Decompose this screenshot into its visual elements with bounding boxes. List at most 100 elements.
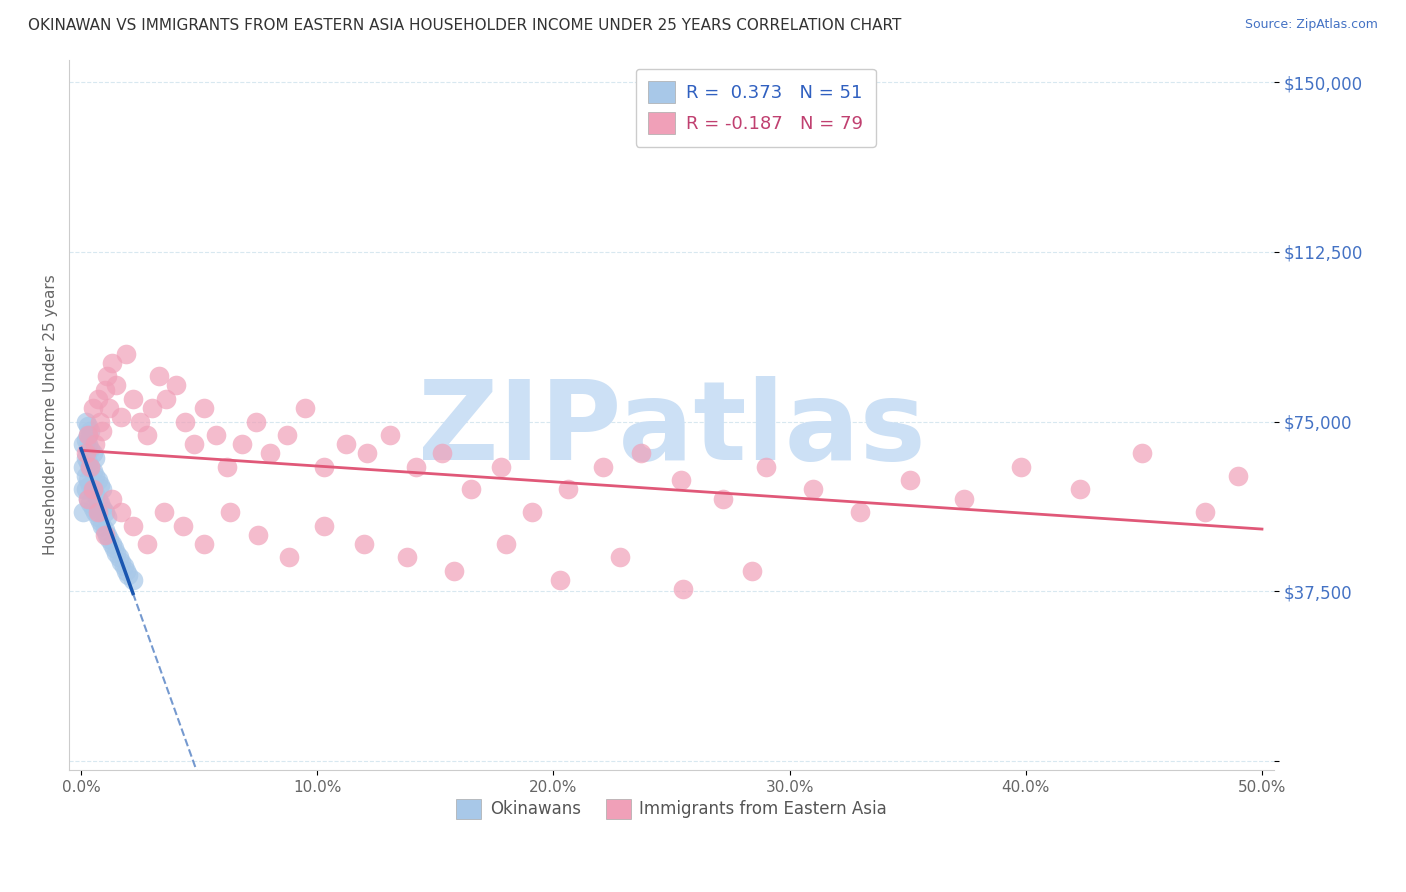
Point (84, 450, 107, 465)
Point (89, 478, 111, 492)
Point (91, 483, 114, 497)
Point (82, 500, 104, 515)
Point (82, 483, 104, 497)
Point (172, 518, 194, 533)
Point (82, 401, 104, 415)
Point (741, 564, 763, 578)
Point (77, 437, 100, 451)
Point (294, 401, 316, 415)
Point (713, 491, 735, 506)
Point (77, 428, 100, 442)
Point (79, 459, 101, 474)
Point (460, 483, 482, 497)
Text: Source: ZipAtlas.com: Source: ZipAtlas.com (1244, 18, 1378, 31)
Point (443, 564, 465, 578)
Point (105, 546, 128, 560)
Point (98, 533, 121, 547)
Point (801, 483, 824, 497)
Point (108, 550, 131, 565)
Point (89, 496, 111, 510)
Point (672, 582, 695, 596)
Point (231, 437, 253, 451)
Point (89, 514, 111, 528)
Point (105, 378, 128, 392)
Point (91, 500, 114, 515)
Legend: Okinawans, Immigrants from Eastern Asia: Okinawans, Immigrants from Eastern Asia (450, 792, 893, 826)
Point (1010, 459, 1032, 474)
Point (96, 509, 118, 524)
Point (98, 401, 121, 415)
Point (491, 459, 513, 474)
Point (110, 505, 132, 519)
Point (91, 424, 114, 438)
Point (82, 446, 104, 460)
Point (276, 428, 298, 442)
Point (129, 415, 152, 429)
Point (174, 415, 197, 429)
Point (141, 401, 163, 415)
Text: ZIPatlas: ZIPatlas (418, 376, 925, 483)
Point (93, 505, 115, 519)
Point (183, 437, 205, 451)
Point (89, 415, 111, 429)
Point (395, 550, 418, 565)
Point (218, 505, 240, 519)
Point (193, 401, 215, 415)
Point (93, 523, 115, 537)
Point (77, 428, 100, 442)
Point (155, 392, 177, 406)
Point (82, 464, 104, 478)
Point (84, 469, 107, 483)
Point (1069, 483, 1091, 497)
Point (152, 505, 174, 519)
Point (117, 568, 139, 582)
Point (495, 537, 517, 551)
Point (96, 369, 118, 384)
Point (93, 383, 115, 397)
Point (520, 505, 543, 519)
Point (75, 433, 97, 447)
Point (136, 428, 159, 442)
Point (91, 518, 114, 533)
Point (82, 483, 104, 497)
Point (86, 509, 108, 524)
Point (335, 437, 357, 451)
Point (110, 555, 132, 569)
Point (898, 474, 921, 488)
Point (1194, 505, 1216, 519)
Point (75, 415, 97, 429)
Point (79, 496, 101, 510)
Text: OKINAWAN VS IMMIGRANTS FROM EASTERN ASIA HOUSEHOLDER INCOME UNDER 25 YEARS CORRE: OKINAWAN VS IMMIGRANTS FROM EASTERN ASIA… (28, 18, 901, 33)
Point (353, 537, 375, 551)
Point (592, 459, 614, 474)
Point (77, 455, 100, 469)
Point (72, 505, 94, 519)
Point (93, 527, 115, 541)
Point (165, 378, 187, 392)
Point (609, 550, 631, 565)
Point (314, 518, 336, 533)
Point (86, 474, 108, 488)
Point (72, 437, 94, 451)
Point (112, 559, 135, 574)
Point (84, 487, 107, 501)
Point (247, 527, 270, 541)
Point (79, 424, 101, 438)
Point (84, 437, 107, 451)
Point (630, 446, 652, 460)
Point (79, 442, 101, 456)
Point (259, 446, 281, 460)
Point (84, 505, 107, 519)
Point (75, 446, 97, 460)
Point (100, 491, 122, 506)
Point (79, 478, 101, 492)
Point (245, 415, 267, 429)
Point (432, 446, 454, 460)
Point (75, 450, 97, 465)
Point (193, 537, 215, 551)
Point (115, 564, 138, 578)
Point (1130, 446, 1153, 460)
Point (75, 469, 97, 483)
Point (103, 541, 125, 556)
Point (72, 459, 94, 474)
